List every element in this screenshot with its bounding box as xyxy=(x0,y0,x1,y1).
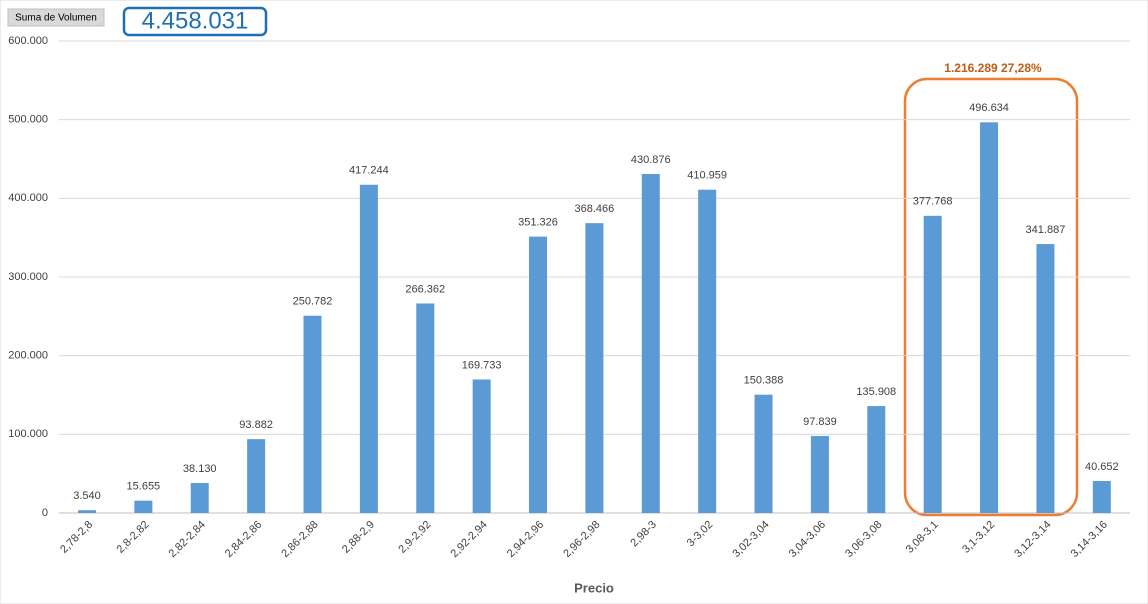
bar xyxy=(247,439,266,513)
bar xyxy=(134,500,153,513)
data-label: 15.655 xyxy=(127,481,161,493)
data-label: 266.362 xyxy=(405,283,445,295)
data-label: 38.130 xyxy=(183,463,217,475)
data-label: 169.733 xyxy=(462,359,502,371)
bar xyxy=(1036,244,1055,513)
y-tick-label: 500.000 xyxy=(8,114,48,126)
bar xyxy=(529,236,548,514)
field-button[interactable] xyxy=(7,8,105,27)
summary-box xyxy=(122,6,268,37)
bar xyxy=(472,379,491,513)
bar xyxy=(641,174,660,513)
highlight-box xyxy=(903,77,1079,517)
bar xyxy=(810,436,829,513)
x-axis-title: Precio xyxy=(574,580,614,595)
y-tick-label: 100.000 xyxy=(8,428,48,440)
data-label: 93.882 xyxy=(239,419,273,431)
data-label: 496.634 xyxy=(969,102,1009,114)
bar xyxy=(359,184,378,513)
field-button-label[interactable]: Suma de Volumen xyxy=(15,13,97,24)
bar xyxy=(754,394,773,513)
data-label: 3.540 xyxy=(73,490,101,502)
bar xyxy=(923,215,942,513)
data-label: 368.466 xyxy=(575,203,615,215)
y-tick-label: 300.000 xyxy=(8,271,48,283)
data-label: 97.839 xyxy=(803,416,837,428)
data-label: 410.959 xyxy=(687,170,727,182)
y-tick-label: 0 xyxy=(42,507,48,519)
data-label: 135.908 xyxy=(856,386,896,398)
data-label: 150.388 xyxy=(744,375,784,387)
bar xyxy=(416,303,435,513)
bar xyxy=(980,122,999,514)
bar xyxy=(1092,481,1111,513)
data-label: 417.244 xyxy=(349,165,389,177)
data-label: 351.326 xyxy=(518,217,558,229)
data-label: 377.768 xyxy=(913,196,953,208)
data-label: 430.876 xyxy=(631,154,671,166)
y-tick-label: 600.000 xyxy=(8,35,48,47)
bar xyxy=(303,315,322,513)
data-label: 250.782 xyxy=(293,296,333,308)
summary-value: 4.458.031 xyxy=(142,7,249,34)
data-label: 341.887 xyxy=(1026,224,1066,236)
y-tick-label: 200.000 xyxy=(8,350,48,362)
bar xyxy=(77,510,96,513)
annotation: 1.216.289 27,28% xyxy=(944,61,1042,75)
y-tick-label: 400.000 xyxy=(8,192,48,204)
data-label: 40.652 xyxy=(1085,461,1119,473)
bar xyxy=(867,406,886,513)
bar xyxy=(698,189,717,513)
bar xyxy=(585,223,604,513)
bar xyxy=(190,483,209,513)
